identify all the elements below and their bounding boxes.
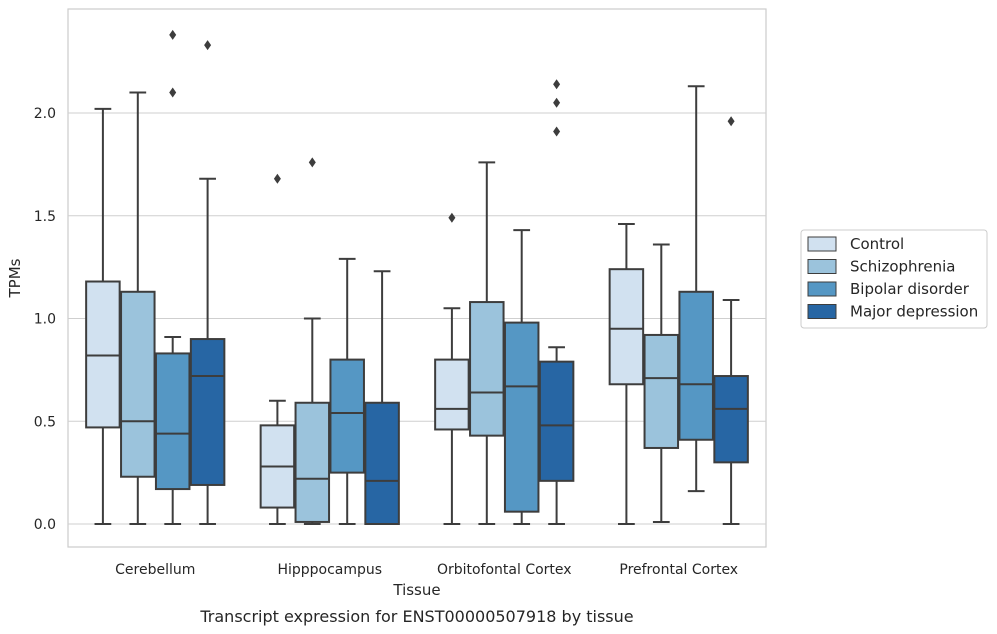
box <box>469 301 505 437</box>
x-tick-labels: Cerebellum Hipppocampus Orbitofontal Corte… <box>115 562 738 578</box>
outlier-point <box>169 87 177 98</box>
outlier-point <box>553 97 561 108</box>
box-group <box>259 157 400 526</box>
outlier-point <box>204 40 212 51</box>
outlier-point <box>169 29 177 40</box>
legend-label: Schizophrenia <box>850 258 955 276</box>
y-tick-label: 0.0 <box>34 517 56 533</box>
box-group <box>85 29 226 525</box>
x-tick-label: Cerebellum <box>115 562 195 578</box>
y-tick-labels: 0.0 0.5 1.0 1.5 2.0 <box>34 106 56 533</box>
legend-label: Major depression <box>850 303 978 321</box>
box <box>434 358 470 431</box>
outlier-point <box>448 212 456 223</box>
box <box>294 401 331 523</box>
legend-swatch <box>807 236 837 252</box>
y-tick-label: 1.5 <box>34 209 56 225</box>
box <box>678 290 714 441</box>
y-tick-label: 2.0 <box>34 106 56 122</box>
legend-label: Control <box>850 235 904 253</box>
outlier-point <box>553 79 561 90</box>
legend-swatch <box>807 281 837 297</box>
box <box>85 280 121 429</box>
box-group <box>608 85 749 525</box>
outlier-point <box>273 173 281 184</box>
y-tick-label: 0.5 <box>34 414 56 430</box>
box <box>608 268 645 386</box>
legend-label: Bipolar disorder <box>850 280 970 298</box>
x-axis-title: Tissue <box>392 581 440 599</box>
box <box>538 360 575 482</box>
chart-caption: Transcript expression for ENST0000050791… <box>199 607 633 626</box>
y-axis-title: TPMs <box>6 258 24 298</box>
box <box>329 358 365 474</box>
box-group <box>434 79 575 525</box>
y-tick-label: 1.0 <box>34 312 56 328</box>
outlier-point <box>727 116 735 127</box>
legend-swatch <box>807 259 837 274</box>
box <box>503 321 540 513</box>
box <box>189 338 226 486</box>
box-groups <box>85 29 749 526</box>
x-tick-label: Hipppocampus <box>277 562 382 578</box>
box <box>643 333 680 449</box>
box <box>120 290 156 478</box>
box <box>154 352 191 491</box>
box <box>364 401 400 526</box>
box <box>713 375 749 464</box>
legend-items: Control Schizophrenia Bipolar disorder Majo… <box>807 235 978 321</box>
x-tick-label: Prefrontal Cortex <box>619 562 738 578</box>
legend-swatch <box>807 304 837 319</box>
outlier-point <box>308 157 316 168</box>
x-tick-label: Orbitofontal Cortex <box>437 562 572 578</box>
legend-frame <box>800 229 988 329</box>
legend: Control Schizophrenia Bipolar disorder Majo… <box>800 229 988 329</box>
outlier-point <box>553 126 561 137</box>
